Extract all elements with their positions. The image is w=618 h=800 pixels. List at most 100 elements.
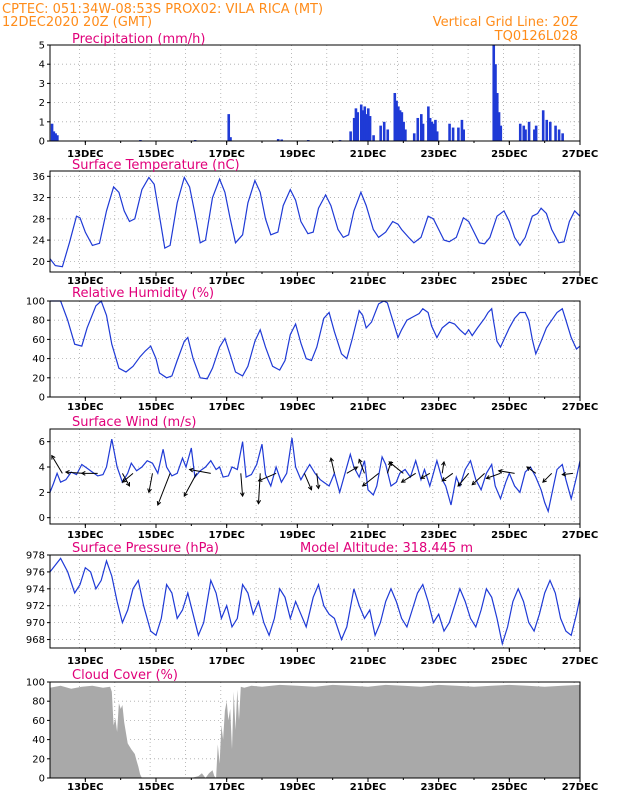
- precip-bar: [518, 123, 522, 141]
- y-tick-label: 28: [32, 214, 45, 225]
- wind-arrow-head: [388, 461, 394, 466]
- y-tick-label: 0: [39, 774, 45, 785]
- y-tick-label: 80: [32, 316, 45, 327]
- precip-bar: [227, 114, 231, 141]
- precip-bar: [400, 112, 404, 141]
- x-tick-label: 23DEC: [420, 149, 456, 160]
- y-tick-label: 968: [26, 635, 45, 646]
- y-tick-label: 974: [26, 584, 45, 595]
- wind-arrow: [240, 473, 244, 497]
- wind-arrow-head: [358, 458, 363, 464]
- precip-bar: [54, 133, 57, 141]
- wind-arrow: [316, 473, 320, 489]
- precip-bar: [412, 133, 416, 141]
- x-tick-label: 15DEC: [138, 402, 174, 413]
- y-tick-label: 976: [26, 567, 45, 578]
- y-tick-label: 32: [32, 193, 45, 204]
- y-tick-label: 100: [26, 678, 45, 689]
- y-tick-label: 60: [32, 716, 45, 727]
- x-tick-label: 15DEC: [138, 149, 174, 160]
- precip-bar: [554, 125, 557, 141]
- x-tick-label: 21DEC: [350, 782, 386, 793]
- precip-bar: [359, 104, 363, 141]
- precip-bar: [393, 93, 397, 141]
- chart-title: Surface Wind (m/s): [72, 415, 196, 430]
- precip-bar: [541, 110, 545, 141]
- precip-bar: [561, 133, 564, 141]
- wind-arrow-head: [361, 482, 367, 487]
- chart-panel-6: 0 20 40 60 80 100 13DEC 15DEC 17DEC 19DEC 21DEC 23D…: [26, 668, 598, 793]
- wind-arrow-head: [497, 469, 503, 474]
- precip-bar: [367, 108, 370, 141]
- chart-panel-3: 0 20 40 60 80 100 13DEC 15DEC 17DEC 19DEC 21DEC 23D…: [26, 286, 598, 413]
- chart-title: Precipitation (mm/h): [72, 32, 205, 47]
- x-tick-label: 25DEC: [491, 402, 527, 413]
- y-tick-label: 20: [32, 754, 45, 765]
- x-tick-label: 13DEC: [67, 402, 103, 413]
- x-tick-label: 27DEC: [562, 782, 598, 793]
- wind-arrow-head: [239, 492, 245, 498]
- y-tick-label: 6: [39, 437, 45, 448]
- chart-panel-1: 0 1 2 3 4 5 13DEC 15DEC 17DEC 19DEC 21DEC 23DEC 25DE…: [39, 32, 599, 160]
- y-tick-label: 0: [39, 393, 45, 404]
- x-tick-label: 25DEC: [491, 276, 527, 287]
- wind-arrow: [388, 461, 404, 474]
- precip-bar: [421, 123, 425, 141]
- wind-arrow-head: [329, 457, 334, 463]
- wind-arrow-head: [400, 478, 406, 483]
- header-run-time: 12DEC2020 20Z (GMT): [2, 15, 152, 30]
- precip-bar: [430, 121, 434, 141]
- wind-arrow-head: [125, 482, 130, 487]
- header-model-id: TQ0126L028: [494, 29, 578, 44]
- y-tick-label: 970: [26, 618, 45, 629]
- wind-arrow: [441, 461, 445, 474]
- precip-bar: [382, 121, 386, 141]
- x-tick-label: 13DEC: [67, 782, 103, 793]
- wind-arrow: [401, 472, 416, 483]
- precip-bar: [349, 131, 352, 141]
- wind-arrow-head: [257, 477, 263, 482]
- precip-bar: [354, 108, 358, 141]
- y-tick-label: 20: [32, 373, 45, 384]
- x-tick-label: 27DEC: [562, 276, 598, 287]
- precip-bar: [365, 114, 368, 141]
- x-tick-label: 21DEC: [350, 530, 386, 541]
- series-line: [49, 175, 581, 268]
- y-tick-label: 20: [32, 257, 45, 268]
- precip-bar: [435, 131, 439, 141]
- x-tick-label: 13DEC: [67, 656, 103, 667]
- precip-bar: [427, 106, 430, 141]
- precip-bar: [434, 119, 437, 141]
- wind-arrow-head: [420, 474, 426, 479]
- precip-bar: [492, 45, 496, 141]
- header-grid-line: Vertical Grid Line: 20Z: [433, 15, 578, 30]
- y-tick-label: 100: [26, 297, 45, 308]
- precip-bar: [451, 127, 455, 141]
- wind-arrow: [346, 466, 358, 474]
- x-tick-label: 21DEC: [350, 402, 386, 413]
- y-tick-label: 0: [39, 513, 45, 524]
- precip-bar: [368, 116, 372, 141]
- x-tick-label: 15DEC: [138, 276, 174, 287]
- x-tick-label: 23DEC: [420, 656, 456, 667]
- precip-bar: [432, 123, 435, 141]
- chart-panel-2: 20 24 28 32 36 13DEC 15DEC 17DEC 19DEC 21DEC 23DEC…: [32, 158, 598, 287]
- wind-arrow: [358, 459, 365, 474]
- precip-bar: [276, 139, 280, 141]
- precip-bar: [372, 135, 375, 141]
- y-tick-label: 40: [32, 735, 45, 746]
- x-tick-label: 23DEC: [420, 782, 456, 793]
- precip-bar: [404, 129, 407, 141]
- precip-bar: [420, 114, 423, 141]
- y-tick-label: 4: [39, 60, 45, 71]
- x-tick-label: 17DEC: [208, 402, 244, 413]
- wind-arrow: [471, 472, 485, 486]
- chart-title: Surface Temperature (nC): [72, 158, 240, 173]
- wind-arrow: [486, 472, 501, 479]
- precip-bar: [363, 106, 367, 141]
- wind-arrow-head: [441, 477, 447, 482]
- precip-bar: [280, 139, 284, 141]
- x-tick-label: 15DEC: [138, 656, 174, 667]
- precip-bar: [416, 117, 420, 141]
- x-tick-label: 27DEC: [562, 149, 598, 160]
